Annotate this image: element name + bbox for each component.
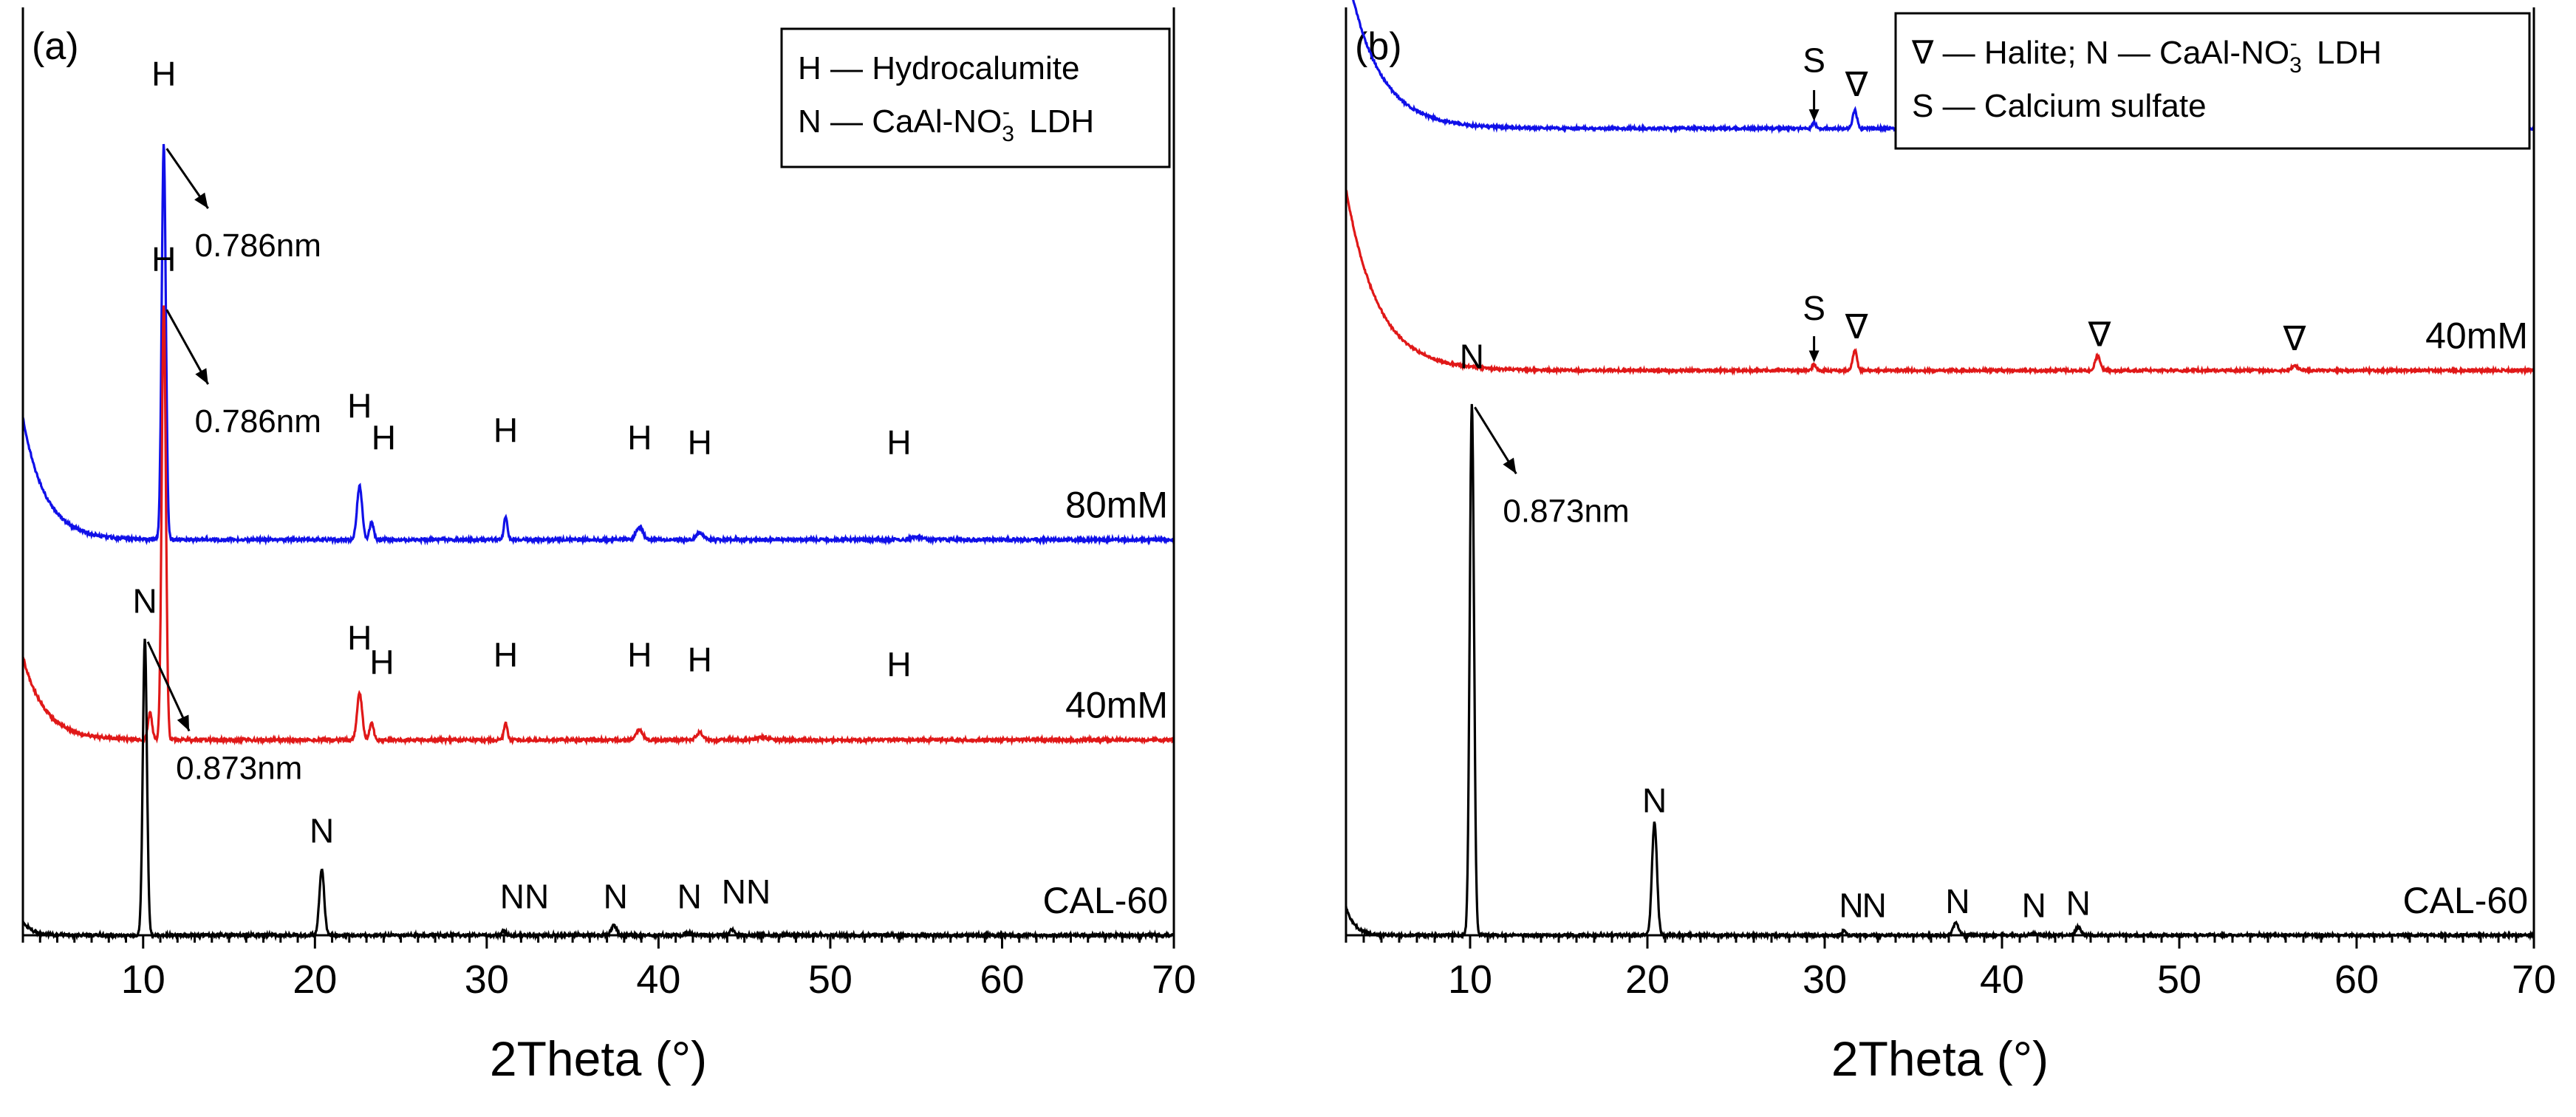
phase-annotation: ∇	[2283, 319, 2306, 358]
x-tick-label: 30	[465, 957, 509, 1002]
spacing-label: 0.786nm	[195, 403, 321, 440]
sample-label: 40mM	[1065, 685, 1168, 726]
spacing-arrow-head	[194, 192, 208, 209]
spacing-label: 0.786nm	[195, 228, 321, 264]
x-tick-label: 60	[2334, 957, 2379, 1002]
x-tick-label: 50	[2157, 957, 2201, 1002]
x-tick-label: 10	[121, 957, 165, 1002]
spacing-arrow-head	[195, 368, 208, 385]
phase-annotation: N	[132, 582, 157, 621]
phase-annotation: NN	[500, 878, 549, 916]
spacing-label: 0.873nm	[176, 750, 302, 786]
sulfate-arrow-head	[1808, 350, 1820, 363]
sample-label: CAL-60	[2402, 880, 2528, 921]
phase-annotation: N	[2066, 884, 2091, 923]
x-tick-label: 40	[1980, 957, 2024, 1002]
phase-annotation: N	[2022, 886, 2046, 924]
panel-label: (a)	[32, 25, 79, 68]
phase-annotation: N	[1642, 781, 1667, 819]
legend-box	[1894, 12, 2531, 150]
phase-annotation: N	[677, 878, 702, 916]
x-tick-label: 20	[293, 957, 337, 1002]
phase-annotation: N	[310, 811, 334, 850]
series-line-80mM	[21, 143, 1175, 546]
phase-annotation: H	[627, 418, 652, 457]
spacing-arrow-head	[1503, 457, 1517, 474]
phase-annotation: H	[493, 635, 518, 674]
x-axis-label: 2Theta (°)	[490, 1031, 707, 1086]
phase-annotation: N	[604, 878, 628, 916]
phase-annotation: H	[151, 55, 176, 93]
phase-annotation: H	[372, 418, 396, 457]
phase-annotation: H	[688, 423, 712, 462]
x-tick-label: 70	[1152, 957, 1196, 1002]
series-line-CAL-60	[1345, 403, 2535, 941]
phase-annotation: S	[1803, 41, 1825, 79]
phase-annotation: ∇	[1845, 65, 1868, 103]
x-tick-label: 20	[1625, 957, 1670, 1002]
sample-label: 40mM	[2425, 315, 2528, 356]
phase-annotation: H	[886, 646, 911, 684]
phase-annotation: ∇	[2088, 315, 2111, 354]
legend-entry: ∇ — Halite; N — CaAl-NO3- LDH	[1911, 31, 2382, 78]
phase-annotation: ∇	[1845, 307, 1868, 346]
series-line-CAL-60	[21, 638, 1175, 942]
legend-entry: N — CaAl-NO3- LDH	[798, 100, 1094, 146]
phase-annotation: H	[347, 618, 372, 657]
phase-annotation: H	[493, 411, 518, 449]
phase-annotation: H	[627, 635, 652, 674]
phase-annotation: H	[347, 386, 372, 425]
phase-annotation: H	[151, 240, 176, 279]
x-tick-label: 60	[980, 957, 1024, 1002]
chart-panel: (b)S∇∇∇80mMS∇∇∇40mMNNNNNNN0.873nmCAL-601…	[1345, 0, 2556, 1086]
sample-label: CAL-60	[1042, 880, 1168, 921]
phase-annotation: N	[1839, 886, 1863, 924]
legend-entry: S — Calcium sulfate	[1912, 88, 2207, 124]
spacing-arrow-head	[177, 714, 190, 731]
x-tick-label: 70	[2512, 957, 2556, 1002]
sample-label: 80mM	[1065, 485, 1168, 526]
phase-annotation: H	[886, 423, 911, 462]
phase-annotation: N	[1460, 338, 1484, 376]
phase-annotation: H	[688, 641, 712, 679]
phase-annotation: H	[369, 643, 394, 681]
phase-annotation: N	[1945, 882, 1969, 920]
phase-annotation: N	[1862, 886, 1887, 924]
phase-annotation: NN	[722, 872, 771, 911]
legend-box	[780, 27, 1171, 168]
x-axis-label: 2Theta (°)	[1831, 1031, 2049, 1086]
spacing-label: 0.873nm	[1503, 493, 1629, 529]
x-tick-label: 10	[1448, 957, 1492, 1002]
sulfate-arrow-head	[1808, 109, 1820, 121]
spacing-arrow-line	[146, 641, 191, 732]
x-tick-label: 40	[636, 957, 680, 1002]
phase-annotation: S	[1803, 289, 1825, 327]
series-line-40mM	[1345, 189, 2535, 377]
x-tick-label: 30	[1803, 957, 1847, 1002]
x-tick-label: 50	[808, 957, 853, 1002]
series-line-40mM	[21, 305, 1175, 746]
legend-entry: H — Hydrocalumite	[798, 50, 1079, 86]
